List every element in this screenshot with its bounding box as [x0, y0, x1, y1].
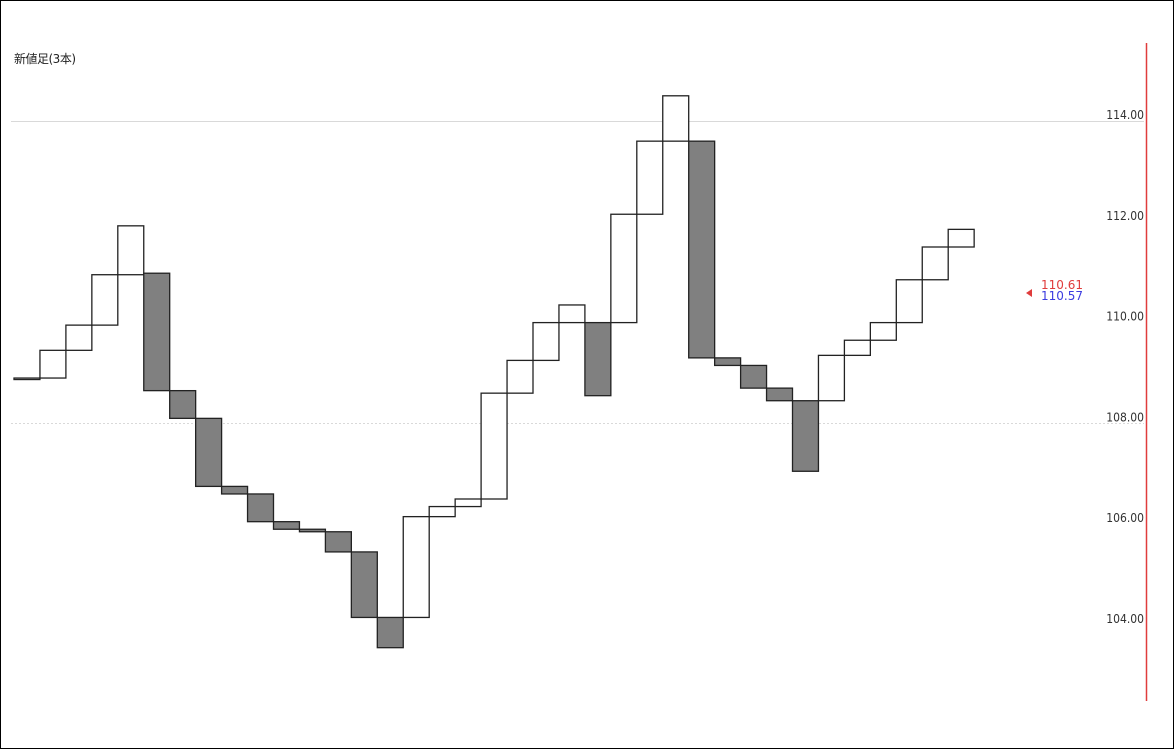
brick-21 [558, 304, 586, 324]
brick-8 [220, 485, 249, 495]
bricks [13, 95, 975, 649]
brick-34 [895, 279, 923, 324]
price-marker-0: 110.61 [1041, 278, 1083, 292]
brick-36 [947, 228, 975, 248]
brick-0 [13, 377, 41, 381]
brick-1 [39, 349, 67, 379]
brick-3 [91, 274, 119, 326]
brick-5 [143, 272, 171, 392]
brick-28 [739, 364, 768, 389]
brick-30 [791, 400, 820, 472]
brick-4 [117, 225, 145, 276]
brick-31 [817, 354, 846, 402]
brick-32 [843, 339, 872, 357]
y-tick-label-5: 104.00 [1106, 612, 1144, 626]
chart-title: 新値足(3本) [14, 52, 76, 66]
brick-7 [194, 417, 223, 488]
brick-13 [350, 551, 378, 619]
brick-16 [428, 505, 456, 518]
brick-22 [584, 321, 612, 397]
brick-6 [169, 389, 197, 420]
brick-33 [869, 321, 897, 341]
price-axis: 114.00 112.00 110.00 108.00 106.00 104.00 [1106, 43, 1148, 701]
brick-23 [610, 213, 638, 324]
y-tick-label-3: 108.00 [1106, 410, 1144, 424]
brick-25 [662, 95, 690, 142]
brick-18 [480, 392, 508, 500]
brick-14 [376, 616, 404, 649]
brick-9 [246, 493, 275, 523]
brick-17 [454, 498, 482, 508]
brick-19 [506, 359, 534, 394]
current-price-arrow-icon [1026, 289, 1032, 297]
brick-20 [532, 321, 560, 362]
y-tick-label-4: 106.00 [1106, 511, 1144, 525]
y-tick-label-0: 114.00 [1106, 108, 1144, 122]
brick-24 [636, 140, 664, 215]
brick-26 [688, 140, 716, 359]
brick-12 [324, 531, 352, 553]
y-tick-label-2: 110.00 [1106, 310, 1144, 324]
brick-27 [714, 357, 742, 367]
brick-35 [921, 246, 949, 281]
brick-2 [65, 324, 93, 351]
brick-10 [272, 521, 301, 530]
brick-29 [765, 387, 794, 402]
brick-15 [402, 515, 430, 619]
y-tick-label-1: 112.00 [1106, 209, 1144, 223]
gridlines [11, 121, 1144, 424]
price-marker-1: 110.57 [1041, 289, 1083, 303]
brick-11 [298, 528, 327, 533]
